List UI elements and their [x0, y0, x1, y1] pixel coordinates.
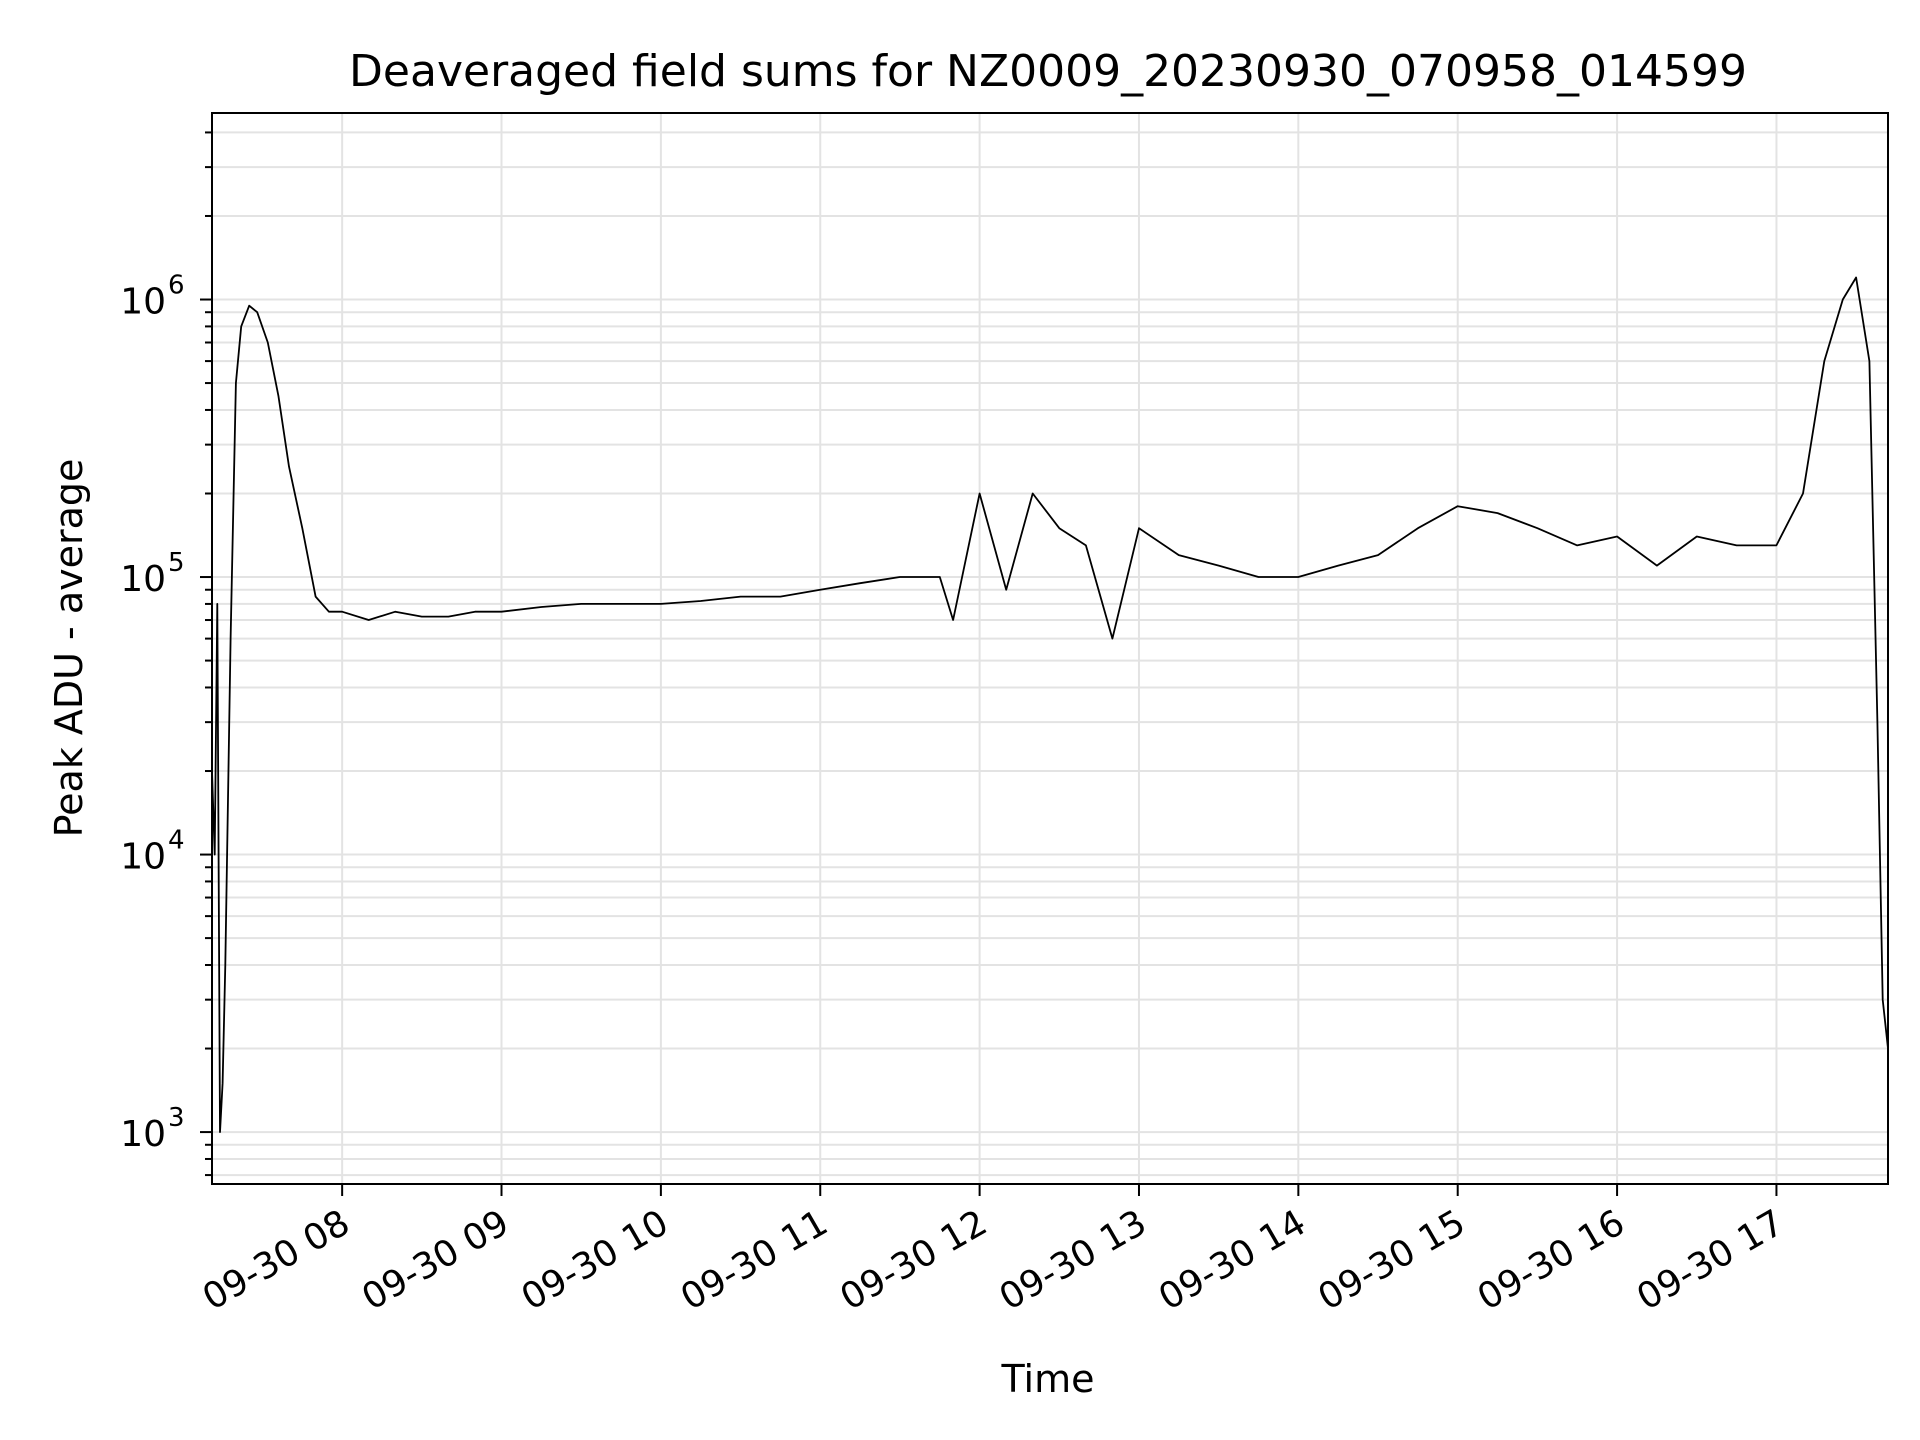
- chart-title: Deaveraged field sums for NZ0009_2023093…: [349, 46, 1747, 97]
- y-tick-label: 10: [120, 559, 166, 600]
- y-tick-label: 10: [120, 1114, 166, 1155]
- y-tick-label: 10: [120, 837, 166, 878]
- y-tick-exponent: 5: [168, 548, 185, 578]
- y-axis-label: Peak ADU - average: [47, 459, 91, 838]
- data-line: [211, 276, 1889, 1133]
- x-axis-label: Time: [1001, 1357, 1095, 1401]
- y-tick-exponent: 6: [168, 271, 185, 301]
- y-tick-label: 10: [120, 282, 166, 323]
- plot-area: [211, 276, 1889, 1133]
- y-tick-exponent: 3: [168, 1103, 185, 1133]
- grid: [212, 113, 1888, 1184]
- y-tick-exponent: 4: [168, 826, 185, 856]
- plot-frame: [211, 112, 1889, 1185]
